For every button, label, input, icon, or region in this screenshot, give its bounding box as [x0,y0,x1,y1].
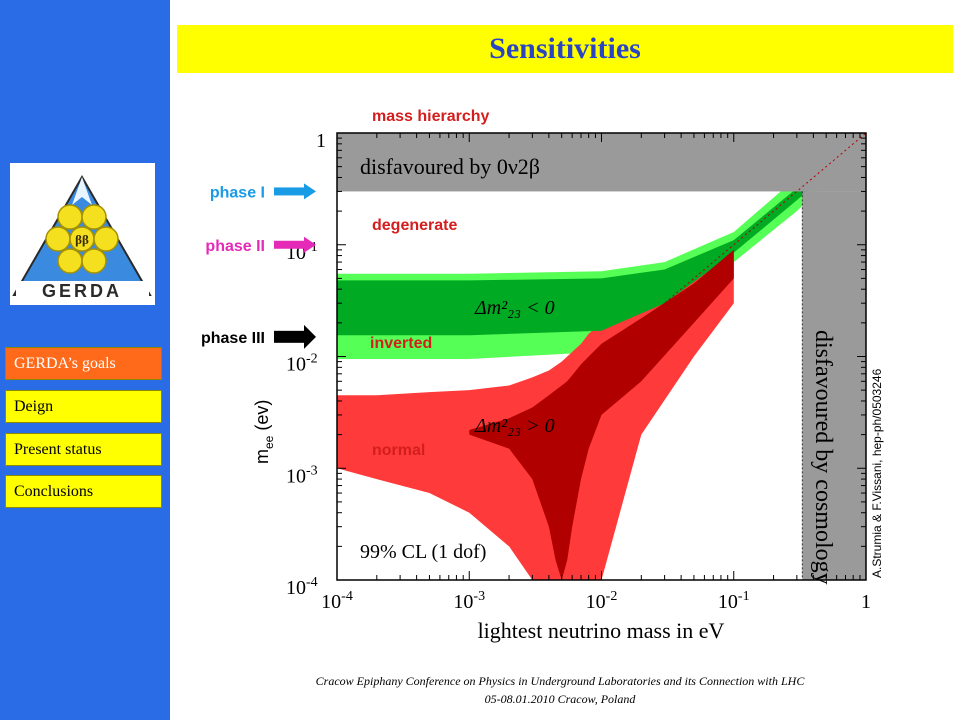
logo-symbol: ββ [75,232,89,247]
annotation-delta-m23-positive: Δm²₂₃ > 0 [474,415,555,437]
nav-item-deign[interactable]: Deign [5,390,162,423]
x-axis-label: lightest neutrino mass in eV [478,618,725,643]
annotation-disfavoured-cosmology: disfavoured by cosmology [810,330,836,585]
x-tick-label: 10-3 [453,589,485,613]
page-title: Sensitivities [177,25,953,73]
annotation-confidence-level: 99% CL (1 dof) [360,541,486,563]
degenerate-guide-line [580,133,866,375]
logo-crystals [45,204,119,274]
annotation-delta-m23-negative: Δm²₂₃ < 0 [474,297,555,319]
phase-label: phase II [205,238,265,255]
phase-arrow-icon [304,236,316,253]
nav-item-label: GERDA’s goals [14,355,116,372]
inverted-band-inner [337,133,866,336]
gerda-logo: ββ GERDA [10,163,155,305]
phase-arrow-shaft [274,187,306,196]
phase-label: phase III [201,330,265,347]
normal-band-inner [469,249,734,580]
nav-item-gerdas-goals[interactable]: GERDA’s goals [5,347,162,380]
y-tick-label: 10-2 [286,352,318,376]
x-tick-label: 10-4 [321,589,353,613]
nav-item-conclusions[interactable]: Conclusions [5,475,162,508]
annotation-normal: normal [372,442,425,459]
annotation-mass-hierarchy: mass hierarchy [372,108,490,125]
phase-arrow-icon [304,183,316,200]
annotation-credit: A.Strumia & F.Vissani, hep-ph/0503246 [870,368,884,578]
nav-item-present-status[interactable]: Present status [5,433,162,466]
ticks [336,133,866,581]
logo-snowcap-icon [72,177,92,205]
plot-area [337,133,866,580]
y-axis-label: mee (ev) [252,400,276,464]
nav-item-label: Conclusions [14,483,94,500]
x-tick-label: 1 [861,591,871,613]
y-tick-label: 10-4 [286,575,318,599]
x-tick-label: 10-2 [586,589,618,613]
phase-label: phase I [210,184,265,201]
disfavoured-cosmology-region [802,191,866,580]
logo-text-band [16,281,149,301]
annotation-disfavoured-0v2b: disfavoured by 0ν2β [360,154,540,179]
footer-conference: Cracow Epiphany Conference on Physics in… [315,674,805,688]
logo-text: GERDA [42,281,122,301]
nav-item-label: Deign [14,398,54,415]
phase-arrow-shaft [274,330,306,343]
disfavoured-0v2b-region [337,133,866,192]
phase-arrow-shaft [274,240,306,249]
y-tick-label: 1 [316,130,326,152]
footer: Cracow Epiphany Conference on Physics in… [200,672,920,708]
phase-arrow-icon [304,324,316,349]
annotation-degenerate: degenerate [372,217,457,234]
nav-item-label: Present status [14,441,102,458]
x-tick-label: 10-1 [718,589,750,613]
y-tick-label: 10-3 [286,463,318,487]
footer-date-location: 05-08.01.2010 Cracow, Poland [484,692,636,706]
annotation-inverted: inverted [370,335,432,352]
